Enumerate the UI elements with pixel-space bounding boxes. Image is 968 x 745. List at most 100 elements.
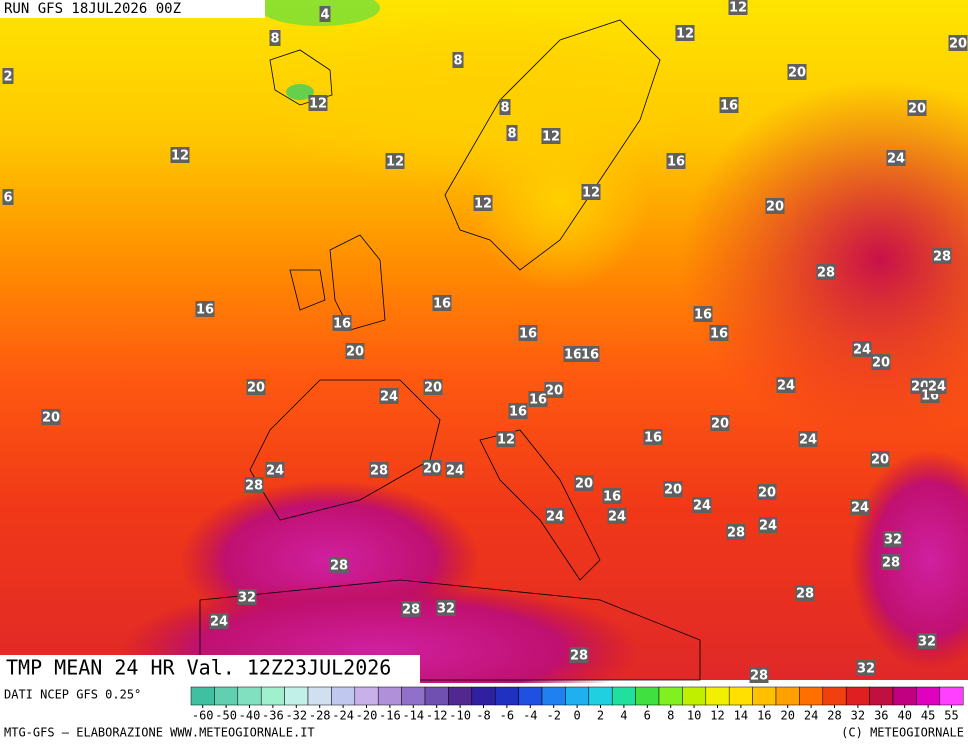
contour-label-box bbox=[452, 52, 464, 68]
contour-label-box bbox=[927, 378, 947, 394]
contour-label-box bbox=[2, 68, 14, 84]
contour-label: 24 bbox=[758, 517, 778, 534]
contour-label: 28 bbox=[932, 248, 952, 265]
contour-label-box bbox=[728, 0, 748, 15]
contour-label-box bbox=[195, 301, 215, 317]
contour-label-text: 28 bbox=[245, 479, 263, 494]
contour-label-box bbox=[432, 295, 452, 311]
footer-title: TMP MEAN 24 HR Val. 12Z23JUL2026 bbox=[6, 656, 391, 680]
contour-label-text: 20 bbox=[247, 381, 265, 396]
colorbar-cell bbox=[237, 686, 262, 706]
contour-label: 32 bbox=[856, 660, 876, 677]
colorbar-cell bbox=[775, 686, 800, 706]
contour-label-text: 28 bbox=[796, 587, 814, 602]
contour-label: 4 bbox=[319, 6, 331, 23]
contour-label-text: 16 bbox=[333, 317, 351, 332]
contour-label-box bbox=[870, 451, 890, 467]
contour-label-box bbox=[881, 554, 901, 570]
contour-label: 8 bbox=[269, 30, 281, 47]
contour-label: 20 bbox=[870, 451, 890, 468]
contour-label-box bbox=[710, 415, 730, 431]
contour-label-text: 16 bbox=[433, 297, 451, 312]
contour-label-text: 8 bbox=[270, 32, 279, 47]
contour-label-text: 16 bbox=[644, 431, 662, 446]
contour-label: 24 bbox=[776, 377, 796, 394]
contour-label-text: 28 bbox=[817, 266, 835, 281]
colorbar-tick-label: -24 bbox=[332, 709, 354, 723]
colorbar-tick-label: -20 bbox=[356, 709, 378, 723]
contour-label-box bbox=[563, 346, 583, 362]
contour-label-text: 24 bbox=[799, 433, 817, 448]
colorbar-cell bbox=[916, 686, 941, 706]
contour-label-text: 28 bbox=[933, 250, 951, 265]
contour-label: 12 bbox=[581, 184, 601, 201]
contour-label-text: 12 bbox=[474, 197, 492, 212]
contour-label: 28 bbox=[329, 557, 349, 574]
contour-label: 24 bbox=[886, 150, 906, 167]
colorbar-tick-label: 8 bbox=[667, 709, 674, 723]
contour-label-box bbox=[663, 481, 683, 497]
colorbar-tick-label: 2 bbox=[597, 709, 604, 723]
colorbar-tick-label: 14 bbox=[734, 709, 748, 723]
colorbar-tick-label: -36 bbox=[262, 709, 284, 723]
contour-label-text: 4 bbox=[320, 8, 329, 23]
colorbar-tick-label: 40 bbox=[897, 709, 911, 723]
colorbar-tick-label: -28 bbox=[309, 709, 331, 723]
contour-label: 28 bbox=[795, 585, 815, 602]
contour-label-text: 20 bbox=[949, 37, 967, 52]
contour-label-text: 24 bbox=[928, 380, 946, 395]
contour-label-text: 28 bbox=[330, 559, 348, 574]
contour-label-box bbox=[345, 343, 365, 359]
contour-label: 6 bbox=[2, 189, 14, 206]
contour-label-box bbox=[709, 325, 729, 341]
colorbar-cell bbox=[190, 686, 215, 706]
colorbar-tick-label: -40 bbox=[239, 709, 261, 723]
contour-label-box bbox=[506, 125, 518, 141]
contour-label: 12 bbox=[675, 25, 695, 42]
contour-label: 32 bbox=[917, 633, 937, 650]
contour-label-text: 20 bbox=[545, 384, 563, 399]
contour-label-text: 16 bbox=[667, 155, 685, 170]
contour-label: 24 bbox=[607, 508, 627, 525]
contour-label-text: 16 bbox=[196, 303, 214, 318]
colorbar-tick-label: 0 bbox=[573, 709, 580, 723]
contour-label: 12 bbox=[473, 195, 493, 212]
field bbox=[680, 80, 968, 440]
contour-label: 20 bbox=[710, 415, 730, 432]
colorbar-tick-label: -14 bbox=[402, 709, 424, 723]
contour-label-text: 12 bbox=[386, 155, 404, 170]
contour-label-text: 24 bbox=[853, 343, 871, 358]
colorbar-tick-label: 24 bbox=[804, 709, 818, 723]
contour-label-text: 16 bbox=[603, 490, 621, 505]
contour-label: 16 bbox=[332, 315, 352, 332]
contour-label-box bbox=[574, 475, 594, 491]
contour-label-box bbox=[545, 508, 565, 524]
colorbar-cell bbox=[307, 686, 332, 706]
contour-label-box bbox=[2, 189, 14, 205]
contour-label-box bbox=[932, 248, 952, 264]
contour-label: 20 bbox=[574, 475, 594, 492]
contour-label-text: 28 bbox=[402, 603, 420, 618]
contour-label-box bbox=[246, 379, 266, 395]
contour-label: 12 bbox=[308, 95, 328, 112]
contour-label: 20 bbox=[41, 409, 61, 426]
contour-label: 24 bbox=[850, 499, 870, 516]
field bbox=[286, 84, 314, 100]
contour-label-box bbox=[581, 184, 601, 200]
field bbox=[850, 450, 968, 670]
colorbar-tick-label: 45 bbox=[921, 709, 935, 723]
contour-label-box bbox=[883, 531, 903, 547]
contour-label-text: 12 bbox=[171, 149, 189, 164]
contour-label-text: 16 bbox=[694, 308, 712, 323]
contour-label: 16 bbox=[432, 295, 452, 312]
contour-label: 2 bbox=[2, 68, 14, 85]
contour-label-box bbox=[798, 431, 818, 447]
contour-label-text: 20 bbox=[424, 381, 442, 396]
contour-label: 24 bbox=[852, 341, 872, 358]
colorbar-cell bbox=[869, 686, 894, 706]
contour-label-text: 20 bbox=[908, 102, 926, 117]
contour-label-box bbox=[871, 354, 891, 370]
colorbar-tick-label: 10 bbox=[687, 709, 701, 723]
